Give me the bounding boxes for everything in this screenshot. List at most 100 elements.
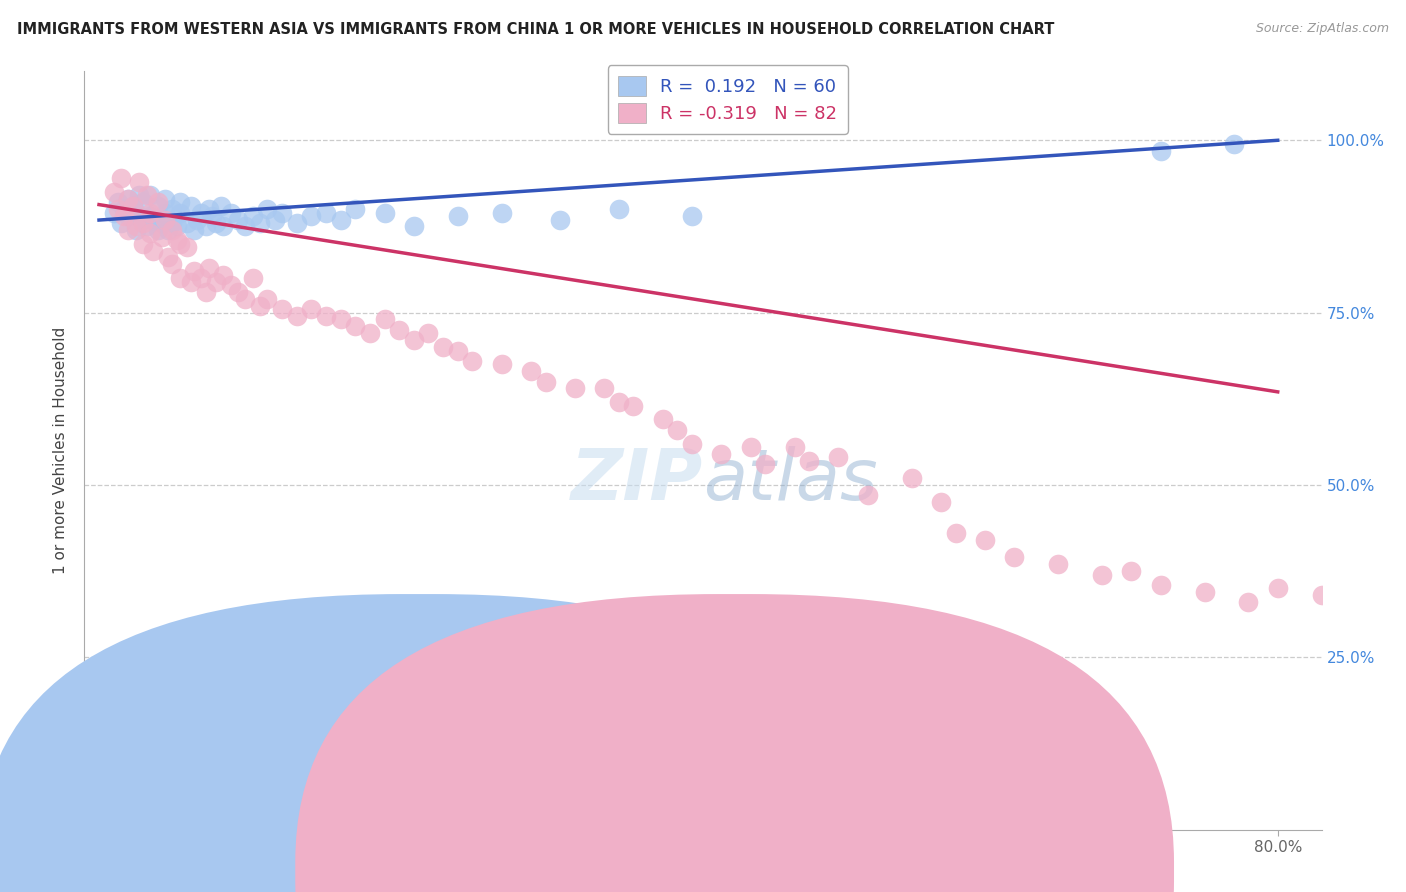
Text: ZIP: ZIP bbox=[571, 446, 703, 516]
Point bbox=[180, 199, 202, 213]
Point bbox=[1121, 564, 1143, 578]
Point bbox=[146, 223, 169, 237]
Point bbox=[160, 216, 183, 230]
Point bbox=[121, 199, 143, 213]
Point bbox=[299, 209, 322, 223]
Point bbox=[212, 268, 235, 282]
Point bbox=[1194, 584, 1216, 599]
Point bbox=[169, 195, 191, 210]
Point bbox=[681, 436, 703, 450]
Point bbox=[447, 209, 470, 223]
Point bbox=[194, 285, 217, 299]
Point bbox=[153, 205, 176, 219]
Point bbox=[132, 236, 155, 251]
Point bbox=[205, 216, 228, 230]
Point bbox=[973, 533, 995, 547]
Point bbox=[1237, 595, 1260, 609]
Point bbox=[256, 292, 278, 306]
Point bbox=[128, 188, 150, 202]
Point bbox=[132, 212, 155, 227]
Point bbox=[754, 457, 776, 471]
Point bbox=[402, 333, 425, 347]
Point bbox=[180, 275, 202, 289]
Point bbox=[160, 257, 183, 271]
Point bbox=[139, 188, 162, 202]
Point bbox=[124, 223, 146, 237]
Point bbox=[205, 275, 228, 289]
Point bbox=[447, 343, 470, 358]
Point bbox=[242, 271, 264, 285]
Point bbox=[1149, 144, 1171, 158]
Text: Immigrants from China: Immigrants from China bbox=[755, 861, 932, 876]
Point bbox=[432, 340, 454, 354]
Point bbox=[256, 202, 278, 217]
Point bbox=[107, 202, 129, 217]
Point bbox=[315, 205, 337, 219]
Point bbox=[1149, 578, 1171, 592]
Point bbox=[117, 192, 139, 206]
Point bbox=[176, 240, 198, 254]
Point bbox=[344, 319, 367, 334]
Text: Source: ZipAtlas.com: Source: ZipAtlas.com bbox=[1256, 22, 1389, 36]
Point bbox=[169, 271, 191, 285]
Point bbox=[900, 471, 922, 485]
Point bbox=[183, 264, 205, 278]
Point bbox=[359, 326, 381, 341]
Point bbox=[564, 381, 586, 395]
Point bbox=[226, 212, 249, 227]
Point bbox=[548, 212, 571, 227]
Point bbox=[418, 326, 440, 341]
Point bbox=[136, 219, 159, 234]
Point bbox=[110, 171, 132, 186]
Point bbox=[153, 212, 176, 227]
Point bbox=[388, 323, 411, 337]
Point bbox=[1002, 550, 1025, 565]
Point bbox=[344, 202, 367, 217]
Point bbox=[169, 205, 191, 219]
Point bbox=[136, 188, 159, 202]
Point bbox=[491, 205, 513, 219]
Point bbox=[156, 251, 179, 265]
Point bbox=[263, 212, 285, 227]
Point bbox=[235, 292, 257, 306]
Y-axis label: 1 or more Vehicles in Household: 1 or more Vehicles in Household bbox=[53, 326, 69, 574]
Point bbox=[607, 395, 630, 409]
Point bbox=[271, 205, 294, 219]
Point bbox=[740, 440, 762, 454]
Point bbox=[142, 212, 165, 227]
Text: IMMIGRANTS FROM WESTERN ASIA VS IMMIGRANTS FROM CHINA 1 OR MORE VEHICLES IN HOUS: IMMIGRANTS FROM WESTERN ASIA VS IMMIGRAN… bbox=[17, 22, 1054, 37]
Point bbox=[190, 205, 212, 219]
Text: Immigrants from Western Asia: Immigrants from Western Asia bbox=[418, 861, 651, 876]
Point bbox=[139, 227, 162, 241]
Point bbox=[139, 209, 162, 223]
Point bbox=[373, 312, 395, 326]
Point bbox=[176, 216, 198, 230]
Point bbox=[153, 192, 176, 206]
Point bbox=[249, 299, 271, 313]
Point bbox=[623, 399, 645, 413]
Point bbox=[651, 412, 673, 426]
Point bbox=[128, 175, 150, 189]
Point bbox=[169, 236, 191, 251]
Point bbox=[112, 209, 135, 223]
Point bbox=[607, 202, 630, 217]
Point bbox=[520, 364, 543, 378]
Point bbox=[249, 216, 271, 230]
Point bbox=[107, 195, 129, 210]
Text: atlas: atlas bbox=[703, 446, 877, 516]
Point bbox=[1223, 136, 1246, 151]
Point bbox=[929, 495, 952, 509]
Point bbox=[150, 229, 173, 244]
Point bbox=[402, 219, 425, 234]
Point bbox=[373, 205, 395, 219]
Point bbox=[142, 244, 165, 258]
Point bbox=[1267, 582, 1289, 596]
Legend: R =  0.192   N = 60, R = -0.319   N = 82: R = 0.192 N = 60, R = -0.319 N = 82 bbox=[607, 65, 848, 134]
Point bbox=[132, 195, 155, 210]
Point bbox=[827, 450, 849, 465]
Point bbox=[201, 209, 224, 223]
Point bbox=[124, 205, 146, 219]
Point bbox=[593, 381, 616, 395]
Point bbox=[1091, 567, 1114, 582]
Point bbox=[117, 192, 139, 206]
